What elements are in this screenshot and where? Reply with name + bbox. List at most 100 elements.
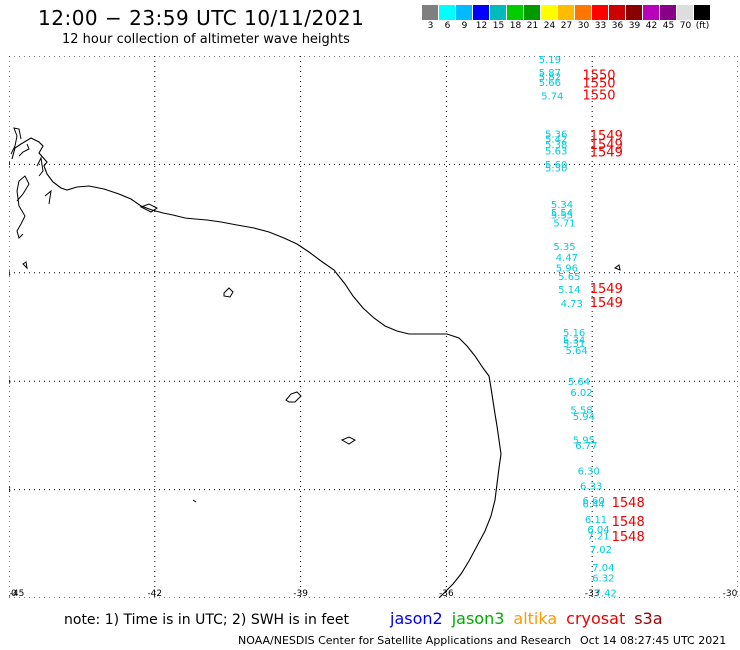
wave-height-value: 5.60 [545,160,567,171]
island-3 [340,436,356,445]
observation-time-value: 1548 [612,530,645,545]
scale-swatch [541,5,558,20]
wave-height-value: 4.47 [556,253,578,264]
scale-label: 15 [492,21,505,31]
scale-label: 30 [577,21,590,31]
scale-label: 18 [509,21,522,31]
wave-height-value: 5.19 [539,56,561,66]
units-note: note: 1) Time is in UTC; 2) SWH is in fe… [64,612,350,628]
scale-label: 9 [461,21,468,31]
observation-time-value: 1550 [582,88,615,103]
scale-label: 45 [662,21,675,31]
scale-label: (ft) [695,21,710,31]
wave-height-value: 5.66 [539,78,561,89]
wave-height-value: 5.87 [539,68,561,79]
wave-height-value: 5.74 [541,91,563,102]
wave-height-value: 4.73 [561,299,583,310]
scale-label: 21 [526,21,539,31]
wave-height-value: 6.33 [580,482,602,493]
observation-time-value: 1549 [590,138,623,153]
observation-time-value: 1550 [582,68,615,83]
wave-height-labels: 5.19 5.875.825.66 5.74 5.365.425.385.63 5.60… [539,56,617,598]
scale-swatch [524,5,541,20]
wave-height-value: 6.11 [585,515,607,526]
wave-height-value: 5.95 [573,436,595,447]
wave-height-value: 5.31 [563,339,585,350]
wave-height-value: 5.30 [545,163,567,174]
observation-time-labels: 1550155015501549154915491549154915481548… [582,68,645,545]
wave-height-value: 6.30 [578,466,600,477]
scale-swatch [660,5,677,20]
scale-label: 27 [560,21,573,31]
scale-label: 39 [628,21,641,31]
scale-swatch [439,5,456,20]
wave-height-value: 5.65 [558,272,580,283]
wave-height-value: 5.55 [551,211,573,222]
satellite-legend-item: jason3 [451,609,505,628]
observation-time-value: 1549 [590,296,623,311]
wave-height-value: 7.42 [595,588,617,598]
lat-tick-label: -4 [9,269,11,279]
map-plot: -45-42-39-36-33-300-2-4-6-8-10 5.195.875… [9,56,738,598]
wave-height-value: 5.64 [568,377,590,388]
scale-swatch [609,5,626,20]
lon-tick-label: -45 [10,589,25,598]
wave-height-value: 5.36 [545,129,567,140]
wave-height-value: 5.35 [553,242,575,253]
observation-time-value: 1548 [612,515,645,530]
island-4 [139,203,158,213]
scale-swatch [558,5,575,20]
scale-swatch [677,5,694,20]
scale-label: 33 [594,21,607,31]
wave-height-value: 5.16 [563,328,585,339]
wave-height-value: 5.14 [558,285,580,296]
timestamp-text: Oct 14 08:27:45 UTC 2021 [580,634,727,647]
wave-height-map: -45-42-39-36-33-300-2-4-6-8-10 5.195.875… [9,56,738,598]
scale-swatch [592,5,609,20]
satellite-legend-item: jason2 [390,609,443,628]
scale-label: 24 [543,21,556,31]
satellite-legend-item: cryosat [566,609,626,628]
island-1 [223,287,234,298]
lon-tick-label: -36 [439,589,454,598]
lon-tick-label: -42 [147,589,162,598]
map-subtitle: 12 hour collection of altimeter wave hei… [62,32,350,47]
lat-tick-label: -2 [9,160,11,170]
wave-height-value: 7.04 [592,563,614,574]
lat-tick-label: -6 [9,377,11,387]
scale-label: 42 [645,21,658,31]
coastline-detail [10,127,52,239]
wave-height-value: 5.82 [539,72,561,83]
observation-time-value: 1549 [590,129,623,144]
scale-swatch [422,5,439,20]
lon-tick-label: -30 [723,589,738,598]
wave-height-value: 6.77 [575,441,597,452]
credit-text: NOAA/NESDIS Center for Satellite Applica… [238,634,572,647]
wave-height-value: 5.71 [553,219,575,230]
satellite-legend-item: s3a [634,609,663,628]
scale-swatch [575,5,592,20]
scale-swatch [643,5,660,20]
wave-height-value: 5.96 [556,264,578,275]
coastline [11,137,502,598]
scale-swatch [456,5,473,20]
observation-time-value: 1549 [590,282,623,297]
scale-label: 12 [475,21,488,31]
lat-tick-label: -8 [9,486,11,496]
observation-time-value: 1549 [590,145,623,160]
map-title: 12:00 − 23:59 UTC 10/11/2021 [38,6,365,30]
wave-height-value: 5.63 [545,147,567,158]
lon-tick-label: -33 [585,589,600,598]
island-6 [613,264,621,271]
wave-height-value: 5.54 [551,208,573,219]
wave-height-value: 5.34 [551,200,573,211]
island-2 [285,391,302,403]
observation-time-value: 1548 [612,496,645,511]
graticule: -45-42-39-36-33-300-2-4-6-8-10 [9,56,738,598]
wave-height-value: 6.60 [582,496,604,507]
lon-tick-label: -39 [293,589,308,598]
observation-time-value: 1550 [582,76,615,91]
scale-swatch [473,5,490,20]
scale-label: 70 [679,21,692,31]
scale-swatch [694,5,711,20]
